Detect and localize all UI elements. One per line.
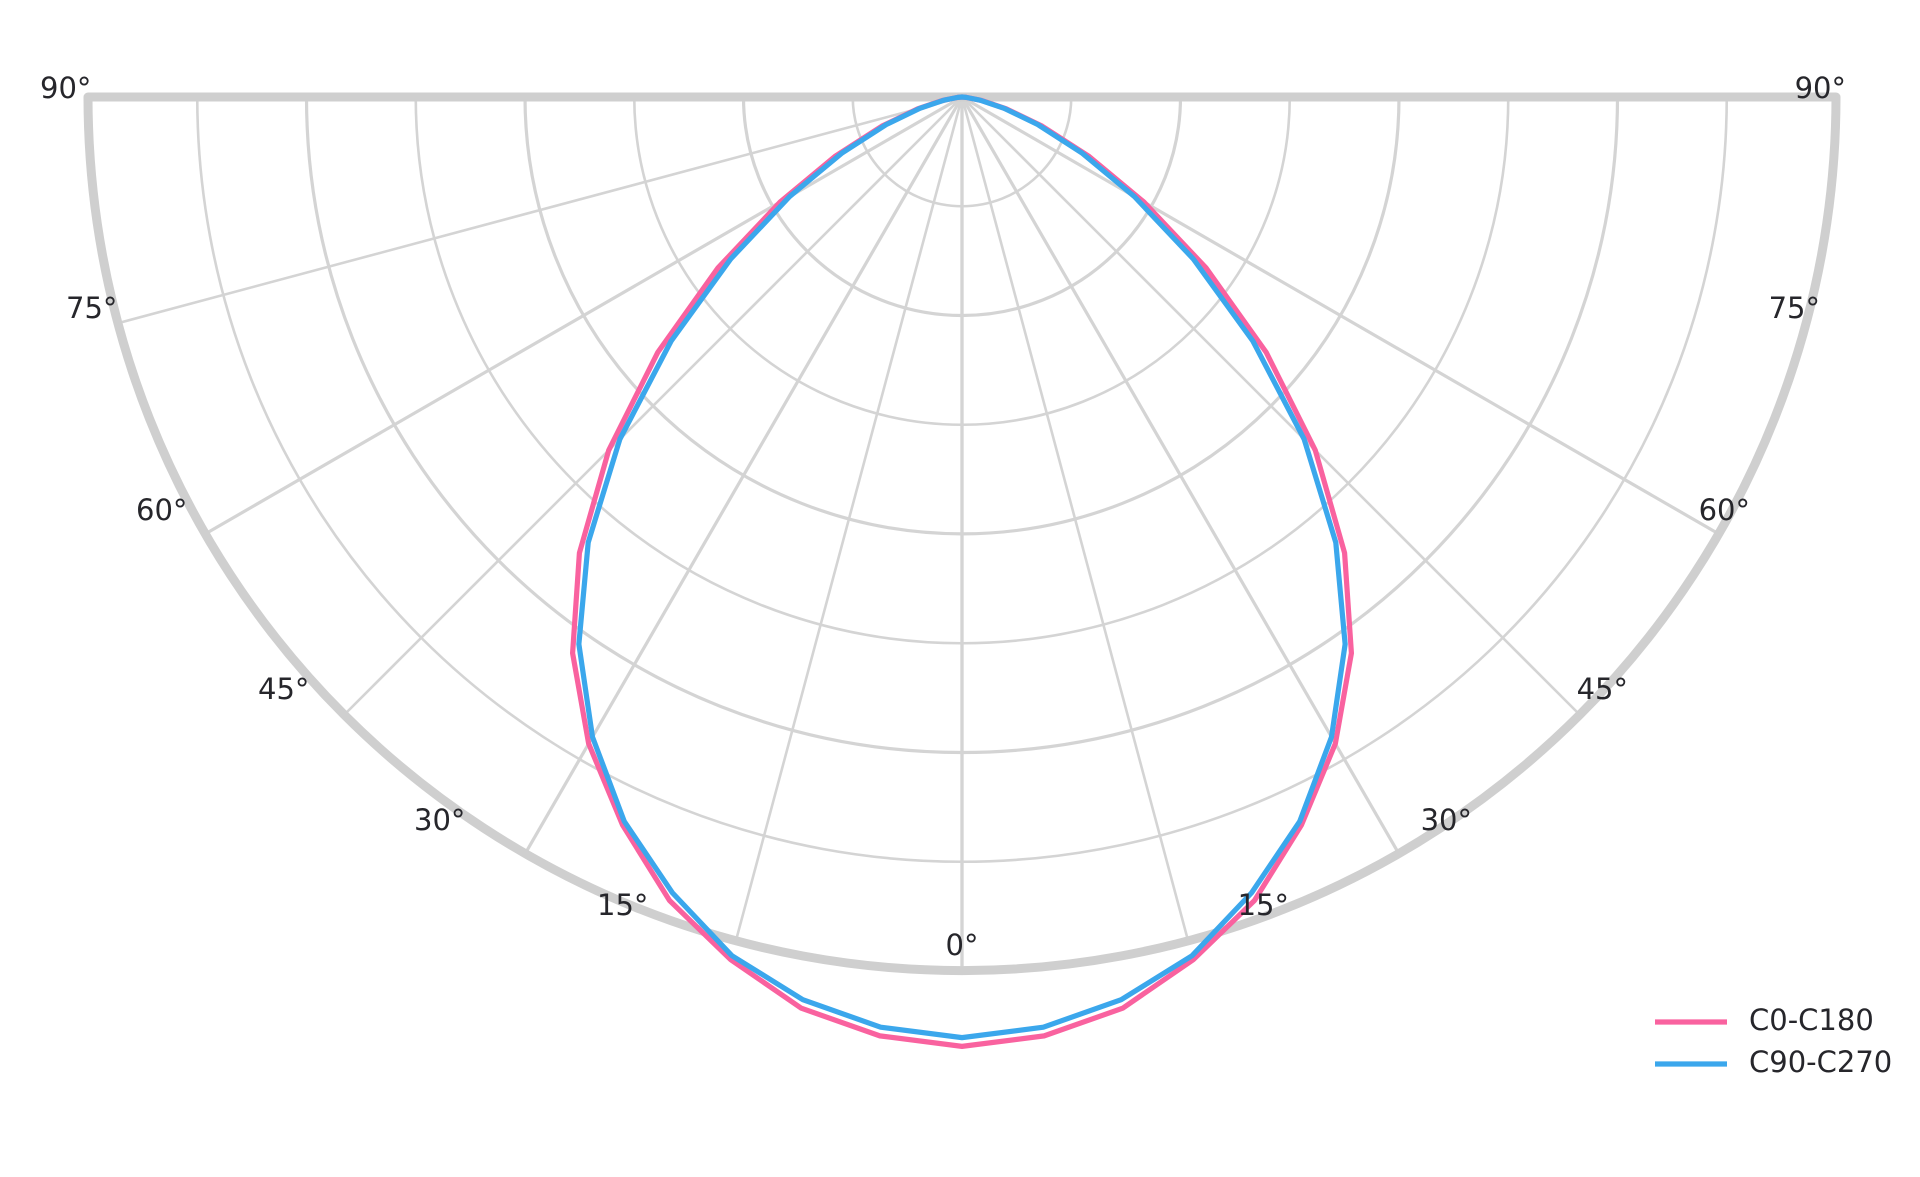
angle-label-center: 0° xyxy=(946,928,979,962)
angle-label-left-3: 45° xyxy=(258,672,309,706)
legend-label-c90-c270[interactable]: C90-C270 xyxy=(1749,1045,1892,1079)
grid-spoke xyxy=(204,95,963,536)
grid-spoke xyxy=(523,96,964,855)
grid-spoke xyxy=(961,96,1581,716)
angle-label-right-0: 90° xyxy=(1795,71,1846,105)
series-curve-c90-c270 xyxy=(576,94,1348,1041)
series-layer xyxy=(569,94,1355,1049)
angle-tick-labels: 90° 75° 60° 45° 30° 15° 90° 75° 60° 45° 30° 15° 0° xyxy=(40,71,1846,962)
grid-spoke xyxy=(343,96,963,716)
angle-label-left-4: 30° xyxy=(414,803,465,837)
legend-label-c0-c180[interactable]: C0-C180 xyxy=(1749,1003,1874,1037)
grid-spoke xyxy=(961,95,1720,536)
angle-label-right-5: 15° xyxy=(1238,888,1289,922)
angle-label-left-5: 15° xyxy=(597,888,648,922)
grid-spoke xyxy=(734,96,964,942)
angle-label-left-2: 60° xyxy=(136,493,187,527)
angle-label-right-3: 45° xyxy=(1577,672,1628,706)
angle-label-right-2: 60° xyxy=(1699,493,1750,527)
angle-label-right-1: 75° xyxy=(1769,291,1820,325)
chart-legend: C0-C180 C90-C270 xyxy=(1655,1003,1892,1079)
grid-spoke xyxy=(960,96,1401,855)
angle-label-right-4: 30° xyxy=(1421,803,1472,837)
outer-arc xyxy=(83,92,1841,976)
grid-spoke xyxy=(117,95,963,325)
angle-label-left-1: 75° xyxy=(66,291,117,325)
grid-spoke xyxy=(960,96,1190,942)
series-curve-c0-c180 xyxy=(569,94,1355,1049)
angle-label-left-0: 90° xyxy=(40,71,91,105)
grid-layer xyxy=(86,95,1838,973)
